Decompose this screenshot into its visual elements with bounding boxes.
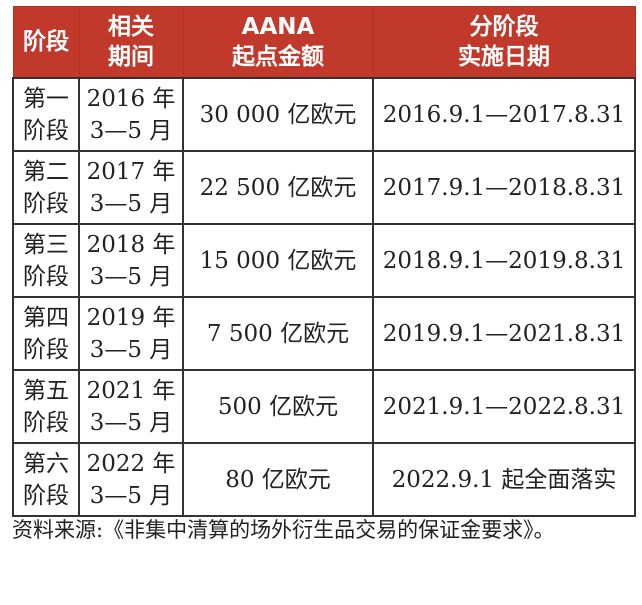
phase-cell: 第一 阶段 (12, 77, 80, 152)
period-cell: 2021 年 3—5 月 (78, 369, 184, 444)
aana-amount-cell: 7 500 亿欧元 (182, 296, 374, 371)
aana-amount-cell: 15 000 亿欧元 (182, 223, 374, 298)
aana-phase-table: 阶段 相关 期间 AANA 起点金额 分阶段 实施日期 第一 阶段 2016 年 … (12, 6, 636, 517)
phase-cell: 第三 阶段 (12, 223, 80, 298)
period-cell: 2017 年 3—5 月 (78, 150, 184, 225)
aana-amount-cell: 500 亿欧元 (182, 369, 374, 444)
aana-amount-cell: 80 亿欧元 (182, 442, 374, 517)
phase-cell: 第四 阶段 (12, 296, 80, 371)
header-phase: 阶段 (12, 6, 80, 79)
implementation-date-cell: 2016.9.1—2017.8.31 (372, 77, 636, 152)
table-row: 第二 阶段 2017 年 3—5 月 22 500 亿欧元 2017.9.1—2018… (12, 150, 636, 225)
phase-cell: 第六 阶段 (12, 442, 80, 517)
header-implementation-date: 分阶段 实施日期 (372, 6, 636, 79)
header-period: 相关 期间 (78, 6, 184, 79)
table-row: 第六 阶段 2022 年 3—5 月 80 亿欧元 2022.9.1 起全面落实 (12, 442, 636, 517)
table-row: 第五 阶段 2021 年 3—5 月 500 亿欧元 2021.9.1—2022.8.… (12, 369, 636, 444)
table-row: 第一 阶段 2016 年 3—5 月 30 000 亿欧元 2016.9.1—2017… (12, 77, 636, 152)
period-cell: 2018 年 3—5 月 (78, 223, 184, 298)
table-row: 第三 阶段 2018 年 3—5 月 15 000 亿欧元 2018.9.1—2019… (12, 223, 636, 298)
aana-amount-cell: 30 000 亿欧元 (182, 77, 374, 152)
implementation-date-cell: 2022.9.1 起全面落实 (372, 442, 636, 517)
phase-cell: 第二 阶段 (12, 150, 80, 225)
source-note: 资料来源:《非集中清算的场外衍生品交易的保证金要求》。 (12, 518, 555, 542)
implementation-date-cell: 2018.9.1—2019.8.31 (372, 223, 636, 298)
implementation-date-cell: 2019.9.1—2021.8.31 (372, 296, 636, 371)
period-cell: 2022 年 3—5 月 (78, 442, 184, 517)
period-cell: 2019 年 3—5 月 (78, 296, 184, 371)
table-body: 第一 阶段 2016 年 3—5 月 30 000 亿欧元 2016.9.1—2017… (12, 77, 636, 517)
header-aana-threshold: AANA 起点金额 (182, 6, 374, 79)
implementation-date-cell: 2017.9.1—2018.8.31 (372, 150, 636, 225)
period-cell: 2016 年 3—5 月 (78, 77, 184, 152)
phase-cell: 第五 阶段 (12, 369, 80, 444)
table-header-row: 阶段 相关 期间 AANA 起点金额 分阶段 实施日期 (12, 6, 636, 79)
implementation-date-cell: 2021.9.1—2022.8.31 (372, 369, 636, 444)
aana-amount-cell: 22 500 亿欧元 (182, 150, 374, 225)
